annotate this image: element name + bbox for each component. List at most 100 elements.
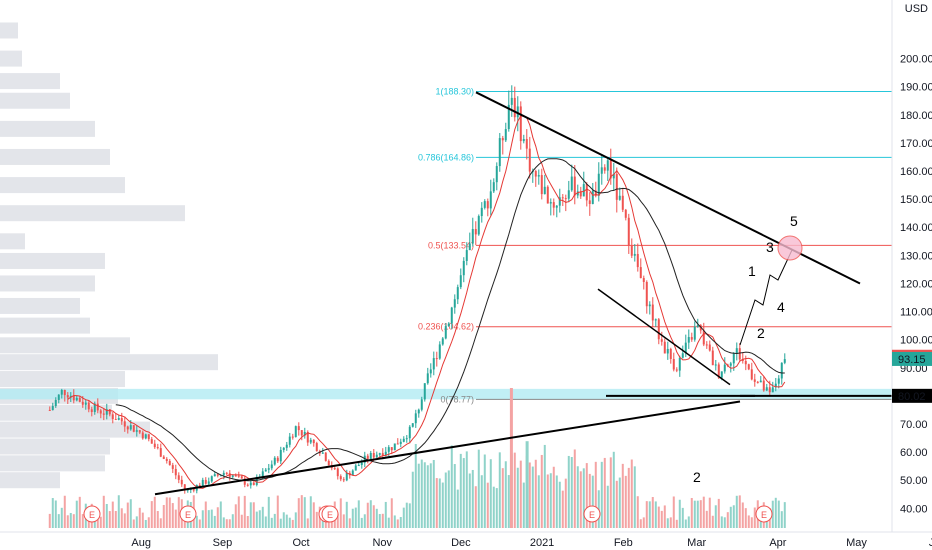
- candle: [657, 318, 660, 345]
- candle-body: [591, 190, 594, 204]
- volume-bar: [474, 486, 477, 528]
- volume-bar: [345, 501, 348, 528]
- candle-body: [87, 402, 90, 410]
- candle-body: [231, 475, 234, 477]
- candle-body: [51, 406, 54, 411]
- volume-bar: [387, 517, 390, 528]
- candle-body: [69, 395, 72, 398]
- candle: [126, 425, 129, 434]
- candle-body: [354, 465, 357, 471]
- candle-body: [225, 472, 228, 474]
- volume-bar: [300, 495, 303, 528]
- candle: [456, 284, 459, 305]
- profile-bar: [0, 73, 60, 90]
- volume-bar: [654, 501, 657, 528]
- candle: [459, 268, 462, 290]
- candle: [690, 332, 693, 342]
- volume-bar: [252, 502, 255, 528]
- candle: [582, 171, 585, 197]
- volume-bar: [246, 516, 249, 528]
- candle-body: [63, 389, 66, 396]
- volume-bar: [558, 481, 561, 528]
- candle-body: [267, 468, 270, 470]
- candle: [111, 411, 114, 424]
- volume-bar: [666, 518, 669, 528]
- volume-bar: [780, 511, 783, 528]
- candle-body: [627, 217, 630, 246]
- volume-bar: [591, 475, 594, 528]
- candle-body: [543, 186, 546, 195]
- volume-bar: [243, 495, 246, 528]
- candle-body: [495, 166, 498, 183]
- volume-bar: [483, 454, 486, 528]
- candle: [243, 475, 246, 488]
- price-tick: 110.00: [900, 307, 932, 319]
- candle-body: [681, 353, 684, 358]
- candle: [120, 412, 123, 425]
- volume-bar: [150, 501, 153, 528]
- candle-body: [714, 364, 717, 366]
- candle-body: [684, 342, 687, 354]
- volume-bar: [504, 461, 507, 528]
- candle-body: [252, 482, 255, 485]
- candle: [132, 424, 135, 433]
- volume-bar: [711, 515, 714, 528]
- candle-body: [114, 419, 117, 421]
- volume-bar: [732, 505, 735, 528]
- earnings-marker: E: [321, 505, 339, 523]
- candle-body: [288, 436, 291, 445]
- volume-bar: [63, 495, 66, 528]
- candle-body: [561, 197, 564, 199]
- candle: [618, 187, 621, 201]
- volume-bar: [426, 465, 429, 528]
- candle: [90, 406, 93, 417]
- candle: [162, 455, 165, 460]
- candle-body: [237, 475, 240, 477]
- volume-bar: [669, 517, 672, 528]
- volume-bar: [213, 515, 216, 528]
- time-tick: Jun: [929, 537, 932, 549]
- candle: [468, 232, 471, 251]
- volume-bar: [78, 496, 81, 528]
- volume-bar: [645, 501, 648, 528]
- volume-bar: [501, 468, 504, 528]
- price-tick: 120.00: [900, 278, 932, 290]
- candle-body: [675, 369, 678, 371]
- volume-bar: [471, 469, 474, 528]
- fib-label: 0(78.77): [440, 394, 474, 404]
- candle-body: [282, 447, 285, 450]
- candle: [294, 425, 297, 438]
- candle: [669, 347, 672, 364]
- candle: [342, 477, 345, 483]
- candle-body: [588, 200, 591, 204]
- candle: [315, 441, 318, 452]
- candle: [495, 162, 498, 191]
- fib-label: 0.5(133.54): [428, 240, 474, 250]
- earnings-circle: [179, 505, 197, 523]
- volume-bar: [378, 514, 381, 528]
- volume-bar: [543, 444, 546, 528]
- volume-bar: [528, 462, 531, 528]
- time-tick: May: [846, 537, 867, 549]
- candle: [678, 355, 681, 377]
- volume-bar: [285, 514, 288, 528]
- volume-bar: [357, 500, 360, 528]
- candle-body: [702, 330, 705, 345]
- candle-body: [612, 174, 615, 179]
- candle: [636, 243, 639, 272]
- volume-bar: [636, 496, 639, 528]
- candle: [399, 438, 402, 448]
- volume-bar: [198, 519, 201, 528]
- volume-bar: [177, 497, 180, 528]
- candle: [492, 178, 495, 193]
- volume-bar: [555, 475, 558, 528]
- volume-bar: [576, 466, 579, 528]
- volume-bar: [465, 451, 468, 528]
- candle-body: [429, 369, 432, 374]
- volume-bar: [567, 455, 570, 528]
- candle-body: [141, 432, 144, 439]
- candle-body: [414, 413, 417, 424]
- volume-bar: [396, 519, 399, 528]
- volume-bar: [414, 443, 417, 528]
